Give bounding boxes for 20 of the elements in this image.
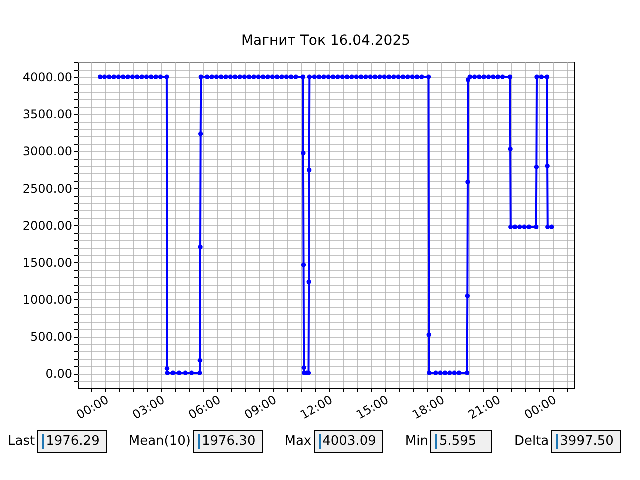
text: Max: [284, 434, 312, 449]
y-tick-label: 1500.00: [22, 256, 72, 270]
text-field: 1976.29: [37, 430, 107, 453]
text: Mean(10): [128, 434, 191, 449]
y-tick-label: 0.00: [46, 367, 72, 382]
text-field: 1976.30: [192, 430, 263, 453]
text-field: 4003.09: [314, 430, 384, 453]
text: Delta: [514, 434, 550, 449]
chart-title: Магнит Ток 16.04.2025: [241, 33, 411, 50]
text: Min: [405, 434, 428, 449]
text: Last: [8, 434, 36, 449]
text-field: 3997.50: [551, 430, 621, 453]
y-tick-label: 2500.00: [22, 182, 72, 196]
y-tick-label: 4000.00: [22, 70, 72, 85]
y-tick-label: 3000.00: [22, 144, 72, 159]
y-tick-label: 3500.00: [22, 108, 72, 122]
y-tick-label: 500.00: [30, 330, 72, 344]
text-field: 5.595: [430, 430, 492, 453]
y-tick-label: 2000.00: [22, 218, 72, 233]
y-tick-label: 1000.00: [22, 292, 72, 307]
